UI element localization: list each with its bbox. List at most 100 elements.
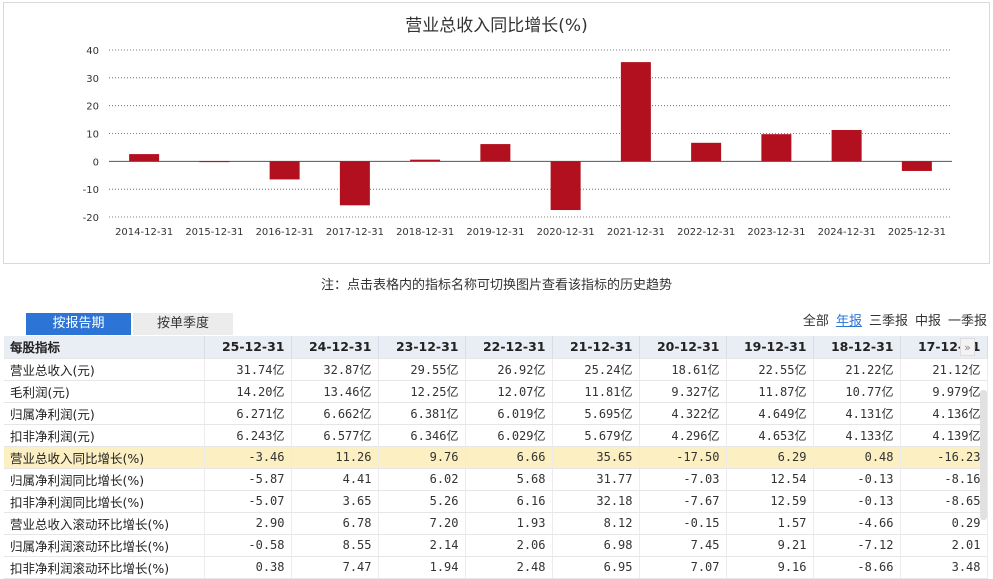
bar — [129, 154, 160, 162]
table-cell: 6.029亿 — [465, 424, 553, 447]
indicator-name[interactable]: 归属净利润(元) — [4, 402, 205, 425]
table-cell: 10.77亿 — [813, 380, 901, 403]
table-cell: 4.296亿 — [639, 424, 727, 447]
filter-2[interactable]: 三季报 — [868, 314, 908, 329]
table-cell: 6.16 — [465, 490, 553, 513]
table-cell: -4.66 — [813, 512, 901, 535]
table-cell: 32.18 — [552, 490, 640, 513]
filter-1[interactable]: 年报 — [835, 314, 862, 329]
chart-title: 营业总收入同比增长(%) — [405, 16, 588, 36]
table-cell: 22.55亿 — [726, 358, 814, 381]
table-cell: 9.979亿 — [900, 380, 988, 403]
table-cell: 13.46亿 — [291, 380, 379, 403]
table-cell: 12.07亿 — [465, 380, 553, 403]
x-tick-label: 2022-12-31 — [677, 227, 735, 238]
y-tick-label: -10 — [83, 185, 99, 196]
filter-4[interactable]: 一季报 — [947, 314, 987, 329]
tab-by-period[interactable]: 按报告期 — [26, 313, 131, 335]
header-date: 21-12-31 — [552, 336, 640, 359]
table-row: 扣非净利润滚动环比增长(%) 0.38 7.47 1.94 2.48 6.95 7.07 9.… — [4, 556, 988, 579]
table-row: 归属净利润同比增长(%) -5.87 4.41 6.02 5.68 31.77 -7.03 1… — [4, 468, 988, 491]
table-cell: 3.65 — [291, 490, 379, 513]
filter-0[interactable]: 全部 — [802, 314, 829, 329]
table-cell: 21.22亿 — [813, 358, 901, 381]
table-row: 归属净利润滚动环比增长(%) -0.58 8.55 2.14 2.06 6.98 7.45 9… — [4, 534, 988, 557]
table-cell: 32.87亿 — [291, 358, 379, 381]
table-cell: 31.77 — [552, 468, 640, 491]
table-cell: 4.41 — [291, 468, 379, 491]
bar-chart: 40 30 20 10 0 -10 -20 2014-12-31 2015-12-31 2016-… — [83, 46, 952, 238]
table-cell: 6.78 — [291, 512, 379, 535]
filter-3[interactable]: 中报 — [914, 314, 941, 329]
bar — [480, 144, 511, 162]
table-cell: -0.15 — [639, 512, 727, 535]
table-cell: 7.07 — [639, 556, 727, 579]
x-tick-label: 2021-12-31 — [607, 227, 665, 238]
table-cell: 11.81亿 — [552, 380, 640, 403]
table-cell: 5.679亿 — [552, 424, 640, 447]
table-cell: 31.74亿 — [204, 358, 292, 381]
table-cell: 0.38 — [204, 556, 292, 579]
table-cell: 5.26 — [378, 490, 466, 513]
table-cell: 2.06 — [465, 534, 553, 557]
table-cell: 6.381亿 — [378, 402, 466, 425]
table-cell: 35.65 — [552, 446, 640, 469]
table-cell: 14.20亿 — [204, 380, 292, 403]
bar — [199, 161, 230, 163]
table-cell: 11.26 — [291, 446, 379, 469]
table-cell: 6.019亿 — [465, 402, 553, 425]
table-cell: -5.07 — [204, 490, 292, 513]
table-cell: -16.23 — [900, 446, 988, 469]
x-tick-label: 2025-12-31 — [888, 227, 946, 238]
table-cell: 1.94 — [378, 556, 466, 579]
table-cell: 25.24亿 — [552, 358, 640, 381]
y-tick-label: 20 — [86, 102, 99, 113]
table-cell: -5.87 — [204, 468, 292, 491]
table-cell: -8.65 — [900, 490, 988, 513]
indicator-name[interactable]: 扣非净利润(元) — [4, 424, 205, 447]
table-cell: 2.48 — [465, 556, 553, 579]
scroll-right-icon[interactable]: » — [960, 338, 975, 356]
x-tick-label: 2024-12-31 — [818, 227, 876, 238]
table-cell: 21.12亿 — [900, 358, 988, 381]
bar — [550, 161, 581, 211]
indicator-name[interactable]: 营业总收入滚动环比增长(%) — [4, 512, 205, 535]
table-row: 扣非净利润(元) 6.243亿 6.577亿 6.346亿 6.029亿 5.679亿 4.… — [4, 424, 988, 447]
bar — [410, 159, 441, 162]
table-cell: 9.21 — [726, 534, 814, 557]
y-tick-label: 0 — [93, 157, 99, 168]
table-cell: -8.16 — [900, 468, 988, 491]
y-tick-label: 30 — [86, 74, 99, 85]
tab-by-quarter[interactable]: 按单季度 — [133, 313, 233, 335]
table-cell: 11.87亿 — [726, 380, 814, 403]
table-cell: -17.50 — [639, 446, 727, 469]
table-row: 毛利润(元) 14.20亿 13.46亿 12.25亿 12.07亿 11.81亿 9.32… — [4, 380, 988, 403]
table-cell: 1.93 — [465, 512, 553, 535]
indicator-name[interactable]: 扣非净利润同比增长(%) — [4, 490, 205, 513]
header-date: 22-12-31 — [465, 336, 553, 359]
bar — [901, 161, 932, 171]
table-cell: 6.346亿 — [378, 424, 466, 447]
chart-note: 注：点击表格内的指标名称可切换图片查看该指标的历史趋势 — [320, 278, 672, 293]
indicator-name[interactable]: 毛利润(元) — [4, 380, 205, 403]
table-cell: 6.66 — [465, 446, 553, 469]
table-cell: 5.695亿 — [552, 402, 640, 425]
indicator-name[interactable]: 营业总收入同比增长(%) — [4, 446, 205, 469]
table-cell: 4.322亿 — [639, 402, 727, 425]
table-cell: -0.58 — [204, 534, 292, 557]
indicator-name[interactable]: 营业总收入(元) — [4, 358, 205, 381]
table-cell: -0.13 — [813, 468, 901, 491]
table-cell: 6.95 — [552, 556, 640, 579]
chart-panel: 营业总收入同比增长(%) 40 30 20 10 0 -10 -20 2014-12-31 20… — [3, 2, 990, 264]
table-cell: 6.29 — [726, 446, 814, 469]
table-cell: 8.55 — [291, 534, 379, 557]
table-row: 扣非净利润同比增长(%) -5.07 3.65 5.26 6.16 32.18 -7.67 1… — [4, 490, 988, 513]
table-cell: 9.16 — [726, 556, 814, 579]
indicator-name[interactable]: 归属净利润同比增长(%) — [4, 468, 205, 491]
table-cell: 6.662亿 — [291, 402, 379, 425]
table-cell: 8.12 — [552, 512, 640, 535]
vertical-scrollbar[interactable] — [980, 390, 987, 520]
indicator-name[interactable]: 扣非净利润滚动环比增长(%) — [4, 556, 205, 579]
indicator-name[interactable]: 归属净利润滚动环比增长(%) — [4, 534, 205, 557]
bar — [691, 142, 722, 162]
